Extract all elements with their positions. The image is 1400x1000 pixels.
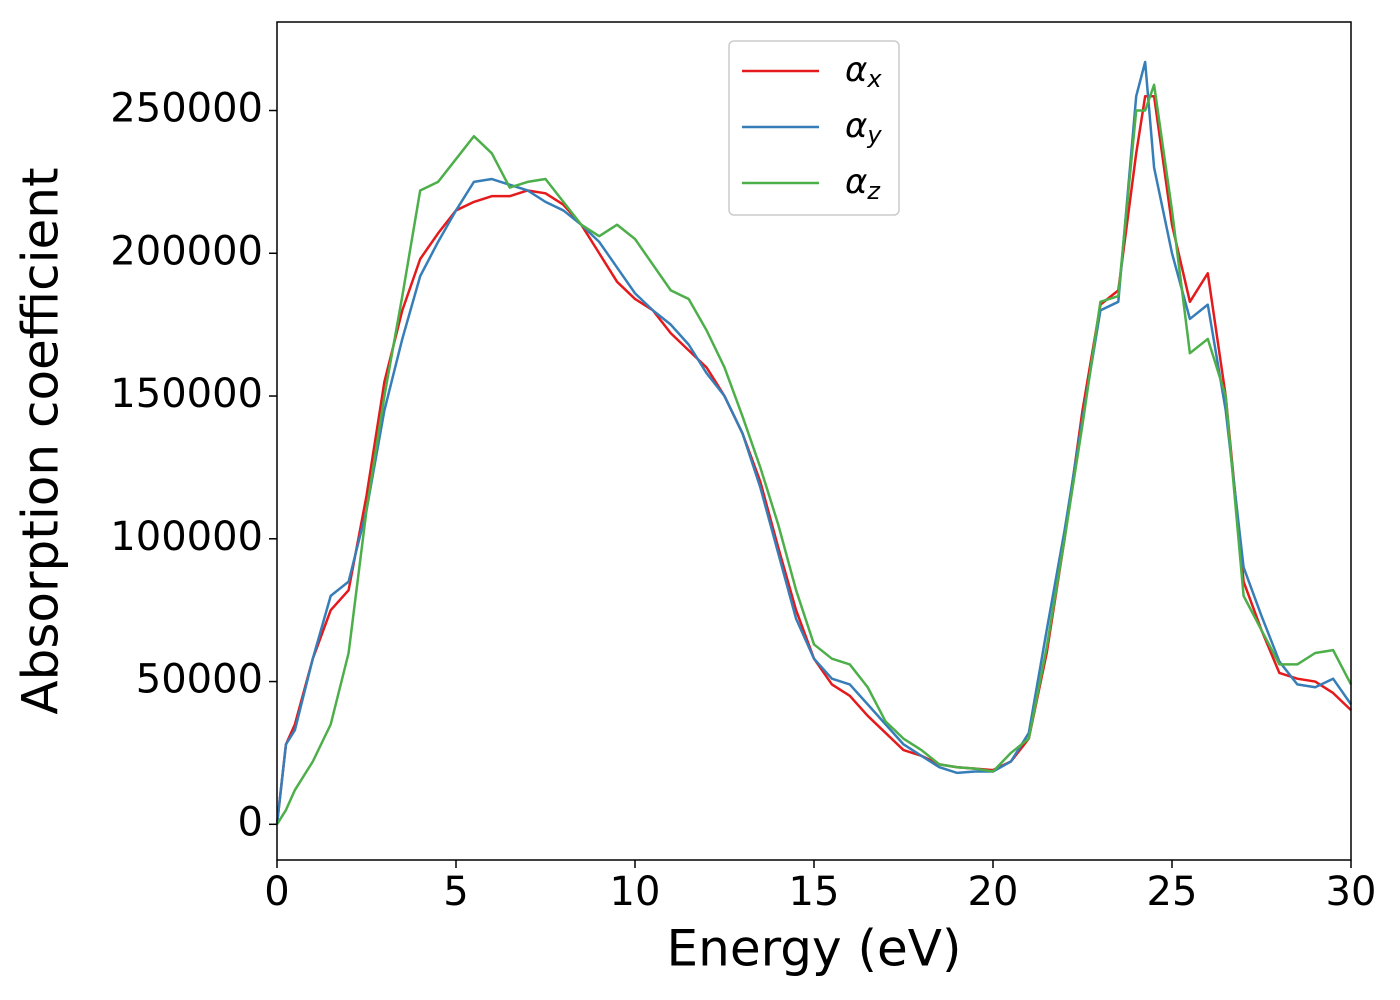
x-tick-label: 5 — [443, 869, 468, 915]
y-tick-label: 0 — [238, 799, 263, 845]
y-tick-label: 100000 — [110, 514, 263, 560]
plot-frame — [276, 21, 1352, 861]
x-tick-label: 15 — [789, 869, 840, 915]
y-tick-label: 50000 — [136, 657, 263, 703]
x-tick-label: 30 — [1326, 869, 1377, 915]
y-tick-label: 150000 — [110, 371, 263, 417]
x-axis-label: Energy (eV) — [667, 920, 962, 978]
legend-label: αz — [845, 162, 881, 206]
y-tick-label: 200000 — [110, 228, 263, 274]
x-tick-label: 25 — [1147, 869, 1198, 915]
x-tick-label: 20 — [968, 869, 1019, 915]
legend-label: αy — [845, 106, 882, 150]
x-tick-label: 0 — [264, 869, 289, 915]
y-axis-label: Absorption coefficient — [12, 167, 70, 714]
series-line — [275, 60, 1353, 825]
y-tick-label: 250000 — [110, 86, 263, 132]
series-line — [275, 83, 1353, 825]
x-tick-label: 10 — [610, 869, 661, 915]
legend-label: αx — [845, 50, 882, 94]
